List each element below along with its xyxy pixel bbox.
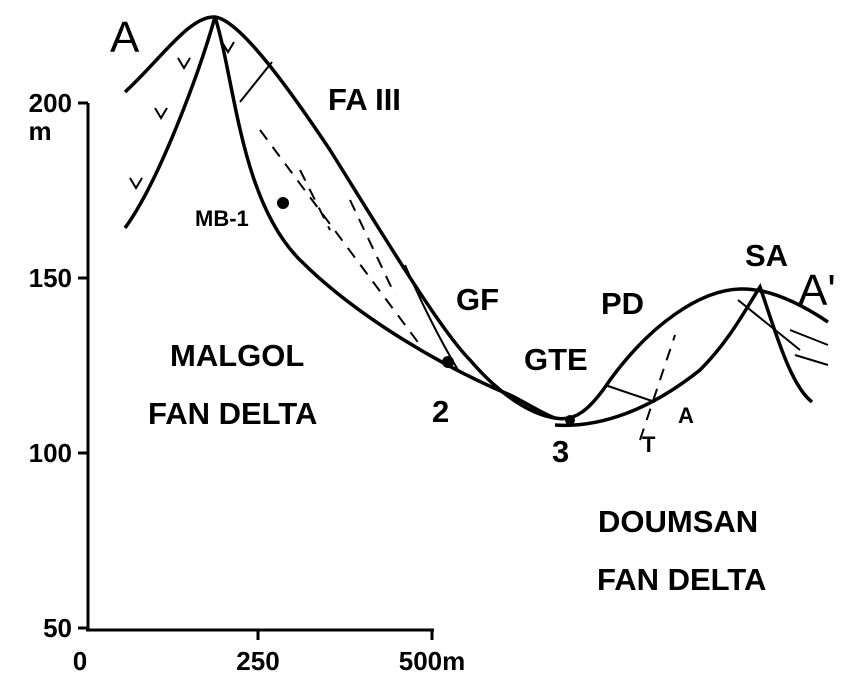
- axes: 200 m 150 100 50 0 250 500m: [28, 88, 465, 676]
- unit-label: FAN DELTA: [597, 562, 766, 597]
- gf-boundary: [405, 265, 458, 370]
- unit-label: MALGOL: [170, 338, 304, 373]
- x-tick-label: 500m: [399, 646, 466, 676]
- cross-section: 200 m 150 100 50 0 250 500m A A' FA III …: [0, 0, 863, 677]
- fault-line: [640, 335, 675, 440]
- borehole-dot: [277, 197, 289, 209]
- y-tick-label: 100: [29, 438, 72, 468]
- label: 3: [552, 434, 569, 469]
- y-tick-label: 150: [29, 263, 72, 293]
- label: SA: [745, 238, 788, 273]
- site-dot: [565, 415, 575, 425]
- label: GF: [456, 282, 499, 317]
- section-end: A': [798, 266, 836, 315]
- label: PD: [601, 286, 644, 321]
- label: MB-1: [195, 206, 249, 231]
- y-tick-label: 200: [29, 88, 72, 118]
- label: GTE: [524, 342, 588, 377]
- dashes: [260, 130, 420, 345]
- unit-label: FAN DELTA: [148, 396, 317, 431]
- label: FA III: [328, 82, 401, 117]
- x-tick-label: 250: [236, 646, 279, 676]
- label: 2: [432, 394, 449, 429]
- label: A: [678, 403, 694, 428]
- y-tick-label: 50: [43, 613, 72, 643]
- section-start: A: [110, 13, 140, 62]
- unit-label: DOUMSAN: [598, 504, 758, 539]
- bed-boundary: [240, 62, 272, 102]
- label: T: [642, 432, 656, 457]
- pd-boundary: [605, 385, 655, 402]
- x-tick-label: 0: [73, 646, 87, 676]
- y-unit: m: [28, 116, 51, 146]
- site-dot: [442, 356, 454, 368]
